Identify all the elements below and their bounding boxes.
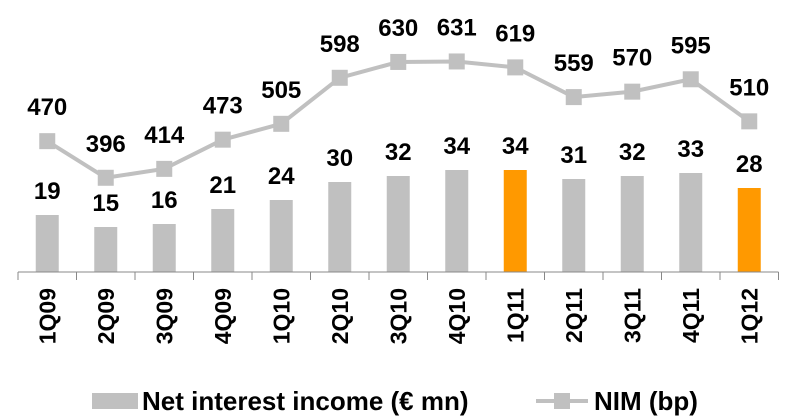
nim-value-label-3Q09: 414 xyxy=(144,122,185,149)
x-tick-label-4Q11: 4Q11 xyxy=(678,288,704,343)
bar-1Q12 xyxy=(737,188,761,272)
bar-value-label-4Q11: 33 xyxy=(677,136,704,163)
nim-marker-4Q09 xyxy=(214,131,231,148)
bar-3Q10 xyxy=(386,176,410,272)
nim-marker-1Q11 xyxy=(507,59,524,76)
x-tick-label-1Q09: 1Q09 xyxy=(34,288,60,344)
x-tick-label-1Q10: 1Q10 xyxy=(268,288,294,344)
bar-value-label-4Q10: 34 xyxy=(443,133,470,160)
bar-3Q09 xyxy=(152,224,176,272)
nim-value-label-1Q11: 619 xyxy=(495,20,535,47)
bar-value-label-2Q09: 15 xyxy=(92,190,119,217)
bar-4Q09 xyxy=(211,209,235,272)
line-series xyxy=(39,53,758,186)
nim-marker-2Q09 xyxy=(97,169,114,186)
x-tick-label-3Q10: 3Q10 xyxy=(385,288,411,344)
bar-1Q10 xyxy=(269,200,293,272)
bar-2Q11 xyxy=(562,179,586,272)
bar-1Q11 xyxy=(503,170,527,272)
bar-value-label-4Q09: 21 xyxy=(209,172,236,199)
nim-marker-3Q10 xyxy=(390,53,407,70)
bar-value-label-1Q10: 24 xyxy=(268,163,295,190)
bar-value-label-2Q10: 30 xyxy=(326,145,353,172)
legend-label-nim: NIM (bp) xyxy=(594,385,698,416)
x-tick-label-2Q10: 2Q10 xyxy=(327,288,353,344)
x-tick-label-3Q11: 3Q11 xyxy=(619,288,645,343)
data-labels: 19 15 16 21 24 30 32 34 34 31 32 33 28 470 396 414 473 50… xyxy=(27,14,769,217)
x-tick-label-2Q09: 2Q09 xyxy=(93,288,119,344)
nim-marker-1Q12 xyxy=(741,113,758,130)
bar-4Q10 xyxy=(445,170,469,272)
bar-value-label-1Q12: 28 xyxy=(736,151,763,178)
bar-value-label-2Q11: 31 xyxy=(560,142,587,169)
nim-value-label-1Q10: 505 xyxy=(261,77,301,104)
legend-label-net-interest-income: Net interest income (€ mn) xyxy=(142,385,469,416)
bar-4Q11 xyxy=(679,173,703,272)
nim-value-label-2Q11: 559 xyxy=(554,50,594,77)
bar-value-label-1Q11: 34 xyxy=(502,133,529,160)
bar-series xyxy=(35,170,761,272)
nim-value-label-2Q09: 396 xyxy=(86,131,126,158)
x-tick-label-4Q09: 4Q09 xyxy=(210,288,236,344)
legend-item-nim: NIM (bp) xyxy=(536,382,698,420)
nim-value-label-4Q09: 473 xyxy=(203,93,243,120)
x-tick-label-1Q11: 1Q11 xyxy=(502,288,528,343)
nim-value-label-2Q10: 598 xyxy=(320,31,360,58)
bar-value-label-1Q09: 19 xyxy=(34,178,61,205)
nim-marker-1Q10 xyxy=(273,115,290,132)
nim-marker-1Q09 xyxy=(39,133,56,150)
legend-item-net-interest-income: Net interest income (€ mn) xyxy=(92,382,469,420)
bar-value-label-3Q09: 16 xyxy=(151,187,178,214)
nim-marker-4Q11 xyxy=(682,71,699,88)
x-tick-label-4Q10: 4Q10 xyxy=(444,288,470,344)
nim-marker-4Q10 xyxy=(448,53,465,70)
x-tick-label-3Q09: 3Q09 xyxy=(151,288,177,344)
bar-1Q09 xyxy=(35,215,59,272)
nim-value-label-3Q11: 570 xyxy=(612,45,652,72)
bar-3Q11 xyxy=(620,176,644,272)
legend-bar-swatch xyxy=(92,393,138,409)
nim-value-label-4Q10: 631 xyxy=(437,14,477,41)
bar-value-label-3Q11: 32 xyxy=(619,139,646,166)
bar-2Q10 xyxy=(328,182,352,272)
bar-value-label-3Q10: 32 xyxy=(385,139,412,166)
nim-value-label-1Q12: 510 xyxy=(729,74,769,101)
legend-line-swatch xyxy=(536,393,588,409)
x-tick-label-2Q11: 2Q11 xyxy=(561,288,587,343)
nim-marker-2Q10 xyxy=(331,69,348,86)
nim-marker-3Q09 xyxy=(156,160,173,177)
nim-marker-3Q11 xyxy=(624,83,641,100)
chart: 1Q09 2Q09 3Q09 4Q09 1Q10 2Q10 3Q10 4Q10 1Q11 2Q11… xyxy=(17,14,779,344)
x-axis: 1Q09 2Q09 3Q09 4Q09 1Q10 2Q10 3Q10 4Q10 1Q11 2Q11… xyxy=(17,271,779,344)
bar-2Q09 xyxy=(94,227,118,272)
nim-value-label-1Q09: 470 xyxy=(27,94,67,121)
nim-marker-2Q11 xyxy=(565,89,582,106)
nim-value-label-4Q11: 595 xyxy=(671,32,711,59)
x-tick-label-1Q12: 1Q12 xyxy=(736,288,762,344)
nim-value-label-3Q10: 630 xyxy=(378,15,418,42)
legend: Net interest income (€ mn) NIM (bp) xyxy=(0,382,796,420)
